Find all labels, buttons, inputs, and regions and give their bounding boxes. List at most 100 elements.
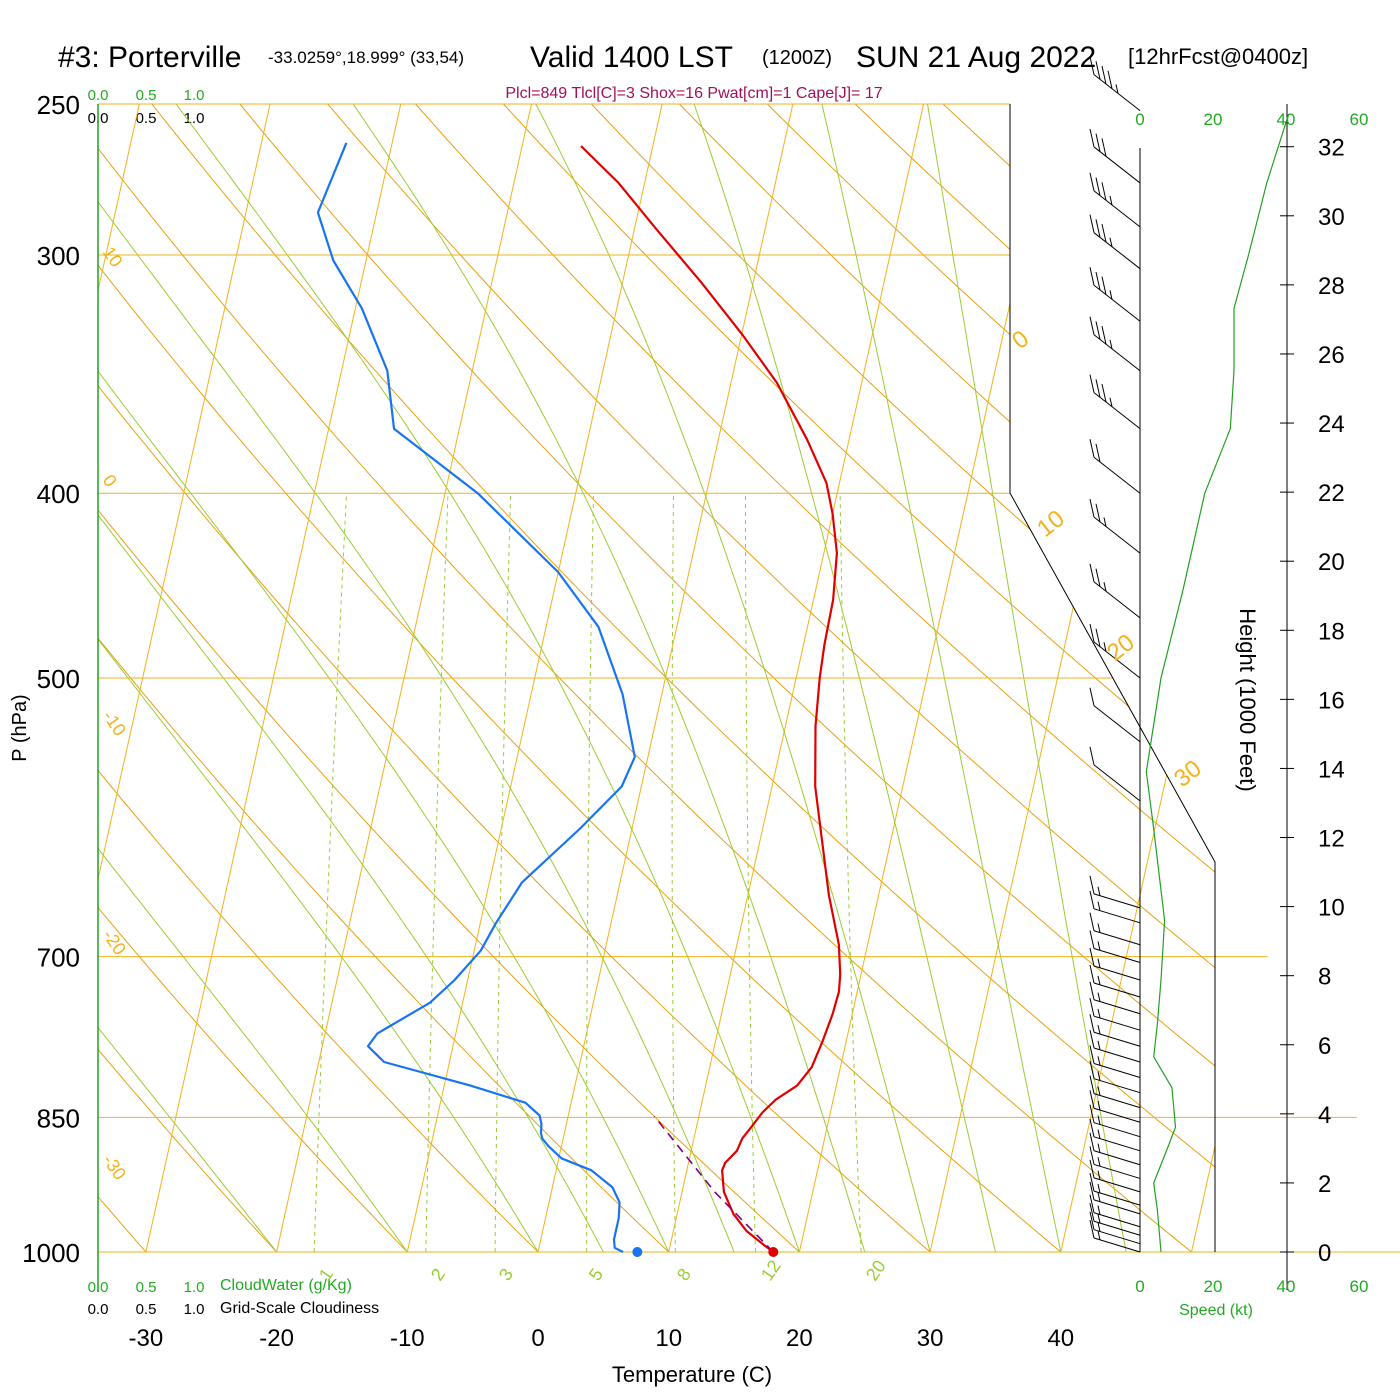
height-tick-label: 0 [1318, 1240, 1331, 1267]
dry-adiabat-line [258, 104, 1215, 1252]
wind-barb-feather [1089, 912, 1095, 931]
wind-barb-staff [1093, 1220, 1141, 1236]
wind-barb-staff [1093, 1190, 1141, 1206]
height-tick-label: 22 [1318, 480, 1345, 507]
wind-barb-feather [1089, 1132, 1095, 1151]
wind-barb-feather [1089, 875, 1095, 895]
wind-barb-half-feather [1097, 901, 1101, 911]
height-tick-label: 28 [1318, 273, 1345, 300]
data-layer [316, 56, 1290, 1257]
wind-barb-half-feather [1097, 1040, 1101, 1050]
wind-barb-staff [1093, 456, 1141, 494]
height-tick-label: 18 [1318, 618, 1345, 645]
wind-barb-feather [1095, 568, 1101, 587]
height-tick-label: 26 [1318, 342, 1345, 369]
wind-barb-feather [1101, 326, 1107, 345]
wind-barb-feather [1089, 998, 1095, 1017]
wind-barb-staff [1093, 948, 1141, 964]
wind-barb-feather [1095, 628, 1101, 647]
wind-barb-feather [1089, 1060, 1095, 1079]
surface-dewpoint-marker [632, 1247, 643, 1257]
height-axis-title: Height (1000 Feet) [1235, 608, 1260, 791]
temperature-tick-label: -10 [390, 1325, 425, 1352]
wind-barb-feather [1089, 687, 1095, 706]
dry-adiabat-line [423, 104, 1215, 1252]
pressure-tick-label: 850 [37, 1103, 80, 1133]
wind-barb-feather [1089, 623, 1095, 643]
wind-barb-half-feather [1109, 237, 1113, 247]
dry-adiabat-line [98, 104, 486, 1252]
wind-barb-half-feather [1097, 1157, 1101, 1167]
cloudwater-scale-tick: 0.0 [88, 87, 109, 104]
wind-barb-staff [1093, 930, 1141, 946]
dry-adiabat-line [98, 104, 754, 1252]
wind-barb-staff [1093, 1063, 1141, 1078]
wind-barb-half-feather [1097, 1192, 1101, 1202]
wind-barb-half-feather [1097, 923, 1101, 933]
wind-barb-staff [1093, 764, 1141, 802]
wind-barb-feather [1095, 379, 1101, 398]
cloudwater-scale-tick: 1.0 [184, 1279, 205, 1296]
moist-adiabat-line [98, 104, 670, 1252]
speed-tick-label-top: 0 [1135, 110, 1144, 129]
dry-adiabat-line [98, 104, 1023, 1252]
wind-barb-staff [1093, 1047, 1141, 1063]
wind-barb-staff [1093, 982, 1141, 998]
wind-barb-staff [1093, 190, 1141, 228]
wind-barb-half-feather [1097, 1115, 1101, 1125]
wind-barb-feather [1089, 1045, 1095, 1064]
wind-barb-feather [1101, 65, 1107, 85]
wind-barb-feather [1089, 1118, 1095, 1137]
dry-adiabat-line [341, 104, 1215, 1252]
wind-barb-staff [1093, 581, 1141, 619]
wind-barb-half-feather [1103, 642, 1107, 652]
wind-barb-feather [1101, 138, 1107, 157]
moist-adiabat-line [623, 104, 996, 1252]
wind-barb-half-feather [1097, 1056, 1101, 1066]
station-title: #3: Porterville [58, 41, 241, 74]
dry-adiabat-line [98, 104, 1215, 1252]
speed-tick-label-bottom: 40 [1277, 1277, 1296, 1296]
wind-barb-staff [1093, 1199, 1141, 1215]
temperature-tick-label: -30 [129, 1325, 164, 1352]
wind-barb-staff [1093, 1078, 1141, 1094]
temperature-tick-label: 0 [531, 1325, 544, 1352]
pressure-tick-label: 1000 [22, 1238, 80, 1268]
wind-barb-feather [1089, 964, 1095, 984]
wind-barb-feather [1089, 1194, 1095, 1213]
dry-adiabat-line [98, 104, 889, 1252]
parcel-indices: Plcl=849 Tlcl[C]=3 Shox=16 Pwat[cm]=1 Ca… [505, 85, 882, 102]
wind-barb-feather [1101, 223, 1107, 243]
wind-barb-staff [1093, 232, 1141, 270]
height-tick-label: 8 [1318, 964, 1331, 991]
moist-adiabat-line [776, 104, 1062, 1252]
wind-barb-staff [1093, 1229, 1141, 1245]
wind-barb-half-feather [1097, 1024, 1101, 1035]
wind-barb-feather [1095, 61, 1101, 80]
wind-barb-feather [1089, 1181, 1095, 1200]
wind-barb-feather [1101, 383, 1107, 403]
cloudwater-scale-tick: 0.5 [136, 87, 157, 104]
pressure-tick-label: 700 [37, 943, 80, 973]
wind-barb-half-feather [1103, 582, 1107, 592]
wind-barb-half-feather [1097, 1129, 1101, 1139]
y-axis-title: P (hPa) [9, 694, 31, 761]
wind-barb-staff [1093, 1031, 1141, 1047]
wind-barb-staff [1093, 1093, 1141, 1109]
wind-barb-feather [1089, 316, 1095, 335]
speed-tick-label-top: 40 [1277, 110, 1296, 129]
height-tick-label: 24 [1318, 411, 1345, 438]
wind-barb-half-feather [1103, 517, 1107, 527]
speed-axis-label: Speed (kt) [1179, 1302, 1253, 1319]
wind-barb-feather [1089, 1029, 1095, 1049]
cloud-scale-bottom: 0.0 0.5 1.0 CloudWater (g/Kg) 0.0 0.5 1.… [88, 1277, 380, 1318]
wind-barb-staff [1093, 146, 1141, 184]
pressure-tick-label: 250 [37, 90, 80, 120]
wind-barb-staff [1093, 1177, 1141, 1193]
wind-barb-feather [1089, 981, 1095, 1000]
wind-barb-feather [1095, 271, 1101, 291]
wind-barb-feather [1089, 890, 1095, 909]
wind-barb-feather [1089, 930, 1095, 949]
